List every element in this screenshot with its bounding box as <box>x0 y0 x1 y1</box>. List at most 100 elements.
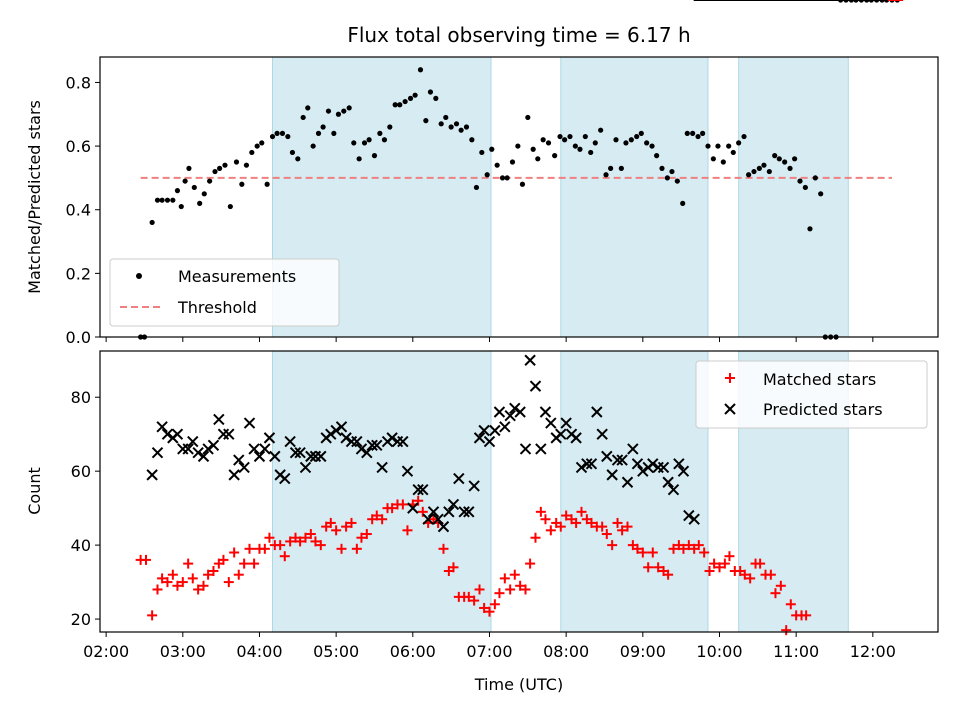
measurement-point <box>412 92 418 98</box>
matched-star-point <box>172 580 183 591</box>
x-tick-label: 03:00 <box>160 642 206 661</box>
measurement-point <box>715 143 721 149</box>
matched-star-point <box>515 580 526 591</box>
measurement-point <box>674 178 680 184</box>
matched-star-point <box>402 525 413 536</box>
predicted-star-point <box>657 461 670 474</box>
measurement-point <box>603 172 609 178</box>
bottom-legend: Matched stars Predicted stars <box>695 360 928 429</box>
predicted-star-point <box>427 506 440 518</box>
matched-star-point <box>448 562 459 573</box>
bottom-plot-frame <box>99 350 939 633</box>
measurement-points <box>138 0 900 340</box>
measurement-point <box>295 156 301 162</box>
x-tick-label: 02:00 <box>83 642 129 661</box>
y-tick-label: 60 <box>71 462 91 481</box>
predicted-star-point <box>458 506 470 518</box>
predicted-star-point <box>529 380 542 392</box>
matched-star-point <box>331 525 342 536</box>
top-y-axis-label: Matched/Predicted stars <box>25 100 44 294</box>
matched-star-point <box>586 517 597 528</box>
predicted-star-point <box>535 443 547 455</box>
matched-star-point <box>601 529 612 540</box>
legend-measurements-marker <box>136 273 142 279</box>
matched-star-point <box>239 558 250 569</box>
legend-matched-label: Matched stars <box>763 370 876 389</box>
shaded-interval-3 <box>738 56 849 338</box>
predicted-star-point <box>443 506 455 518</box>
matched-star-point <box>719 558 730 569</box>
measurement-point <box>613 137 619 143</box>
predicted-star-point <box>269 450 281 463</box>
x-tick-label: 11:00 <box>773 642 819 661</box>
measurement-point <box>361 140 368 146</box>
matched-star-point <box>724 551 735 562</box>
measurement-point <box>170 197 176 203</box>
matched-star-point <box>540 514 551 525</box>
matched-star-point <box>525 558 536 569</box>
predicted-star-point <box>187 435 199 448</box>
measurement-point <box>577 146 583 152</box>
matched-star-point <box>489 599 500 610</box>
predicted-star-point <box>504 409 516 422</box>
predicted-star-point <box>355 443 368 455</box>
predicted-star-point <box>581 458 593 470</box>
predicted-star-point <box>478 424 490 437</box>
matched-star-point <box>356 532 367 543</box>
matched-star-point <box>699 547 710 558</box>
matched-star-point <box>198 580 209 591</box>
predicted-star-point <box>616 454 628 466</box>
matched-star-point <box>499 573 510 584</box>
bottom-y-axis-label: Count <box>25 467 44 515</box>
predicted-star-point <box>335 421 348 433</box>
matched-star-point <box>678 543 689 554</box>
measurement-point <box>746 172 752 178</box>
measurement-point <box>201 191 207 197</box>
matched-star-point <box>709 558 720 569</box>
matched-star-point <box>571 517 582 528</box>
predicted-star-point <box>177 443 189 455</box>
shaded-interval-2 <box>560 56 709 338</box>
matched-star-point <box>607 540 618 551</box>
predicted-star-point <box>591 406 603 418</box>
matched-star-point <box>223 577 234 588</box>
predicted-star-point <box>412 483 424 496</box>
predicted-star-point <box>575 461 588 474</box>
predicted-star-point <box>683 509 695 522</box>
measurement-point <box>149 219 155 226</box>
measurement-point <box>741 133 747 140</box>
matched-star-point <box>643 562 654 573</box>
predicted-star-point <box>263 432 276 444</box>
measurement-point <box>540 137 546 143</box>
measurement-point <box>654 153 660 159</box>
predicted-star-point <box>289 446 302 459</box>
matched-star-point <box>218 554 229 565</box>
measurement-point <box>710 156 716 162</box>
matched-star-point <box>770 588 781 599</box>
measurement-point <box>530 146 536 152</box>
measurement-point <box>458 127 464 133</box>
top-x-ticks <box>105 337 874 342</box>
measurement-point <box>473 184 480 191</box>
matched-star-point <box>576 506 587 517</box>
matched-star-point <box>275 540 286 551</box>
matched-stars-points <box>135 0 904 636</box>
measurement-point <box>519 181 526 187</box>
measurement-point <box>772 153 778 159</box>
predicted-star-point <box>539 406 552 418</box>
measurement-point <box>239 181 245 187</box>
measurement-point <box>366 137 372 143</box>
measurement-point <box>259 140 265 146</box>
predicted-star-point <box>473 432 486 444</box>
matched-star-point <box>167 569 178 580</box>
predicted-star-point <box>453 472 465 485</box>
legend-matched-marker <box>725 373 735 383</box>
predicted-star-point <box>555 428 567 440</box>
measurement-point <box>588 149 594 156</box>
measurement-point <box>504 175 510 181</box>
matched-star-point <box>183 558 194 569</box>
measurement-point <box>582 133 588 140</box>
matched-star-point <box>310 536 321 547</box>
bottom-x-ticks: 02:00 03:00 04:00 05:00 06:00 07:00 08:00 09:00… <box>83 632 896 661</box>
x-axis-label: Time (UTC) <box>474 675 563 694</box>
